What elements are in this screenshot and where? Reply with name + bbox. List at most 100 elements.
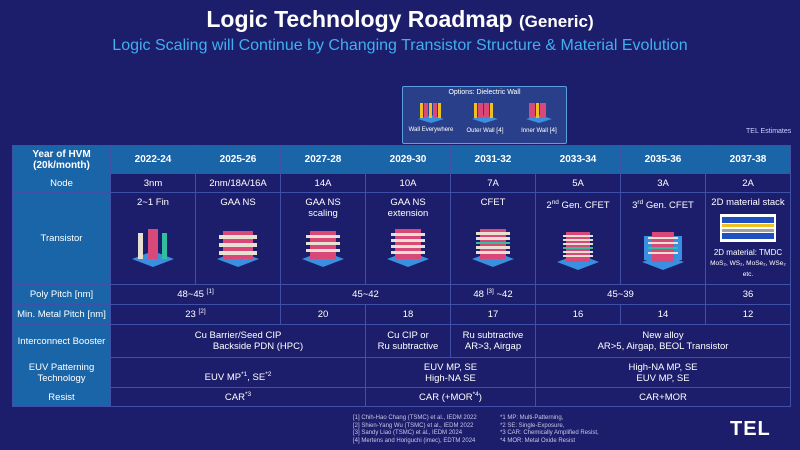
interconnect-cell: New alloy AR>5, Airgap, BEOL Transistor (535, 324, 791, 358)
node-cell: 7A (450, 173, 536, 193)
euv-cell: EUV MP*1, SE*2 (110, 357, 366, 388)
transistor-row: Transistor 2~1 Fin GAA NS GAA N (12, 192, 791, 285)
transistor-name: 2nd Gen. CFET (546, 199, 610, 212)
transistor-name-2 (451, 208, 535, 219)
option-label: Outer Wall (466, 128, 495, 134)
transistor-cell-gaa-ns: GAA NS (195, 192, 281, 285)
node-cell: 2nm/18A/16A (195, 173, 281, 193)
gaa-ns-device-icon (217, 231, 259, 267)
outer-wall-icon (472, 103, 498, 123)
resist-cell: CAR*3 (110, 387, 366, 407)
transistor-name: CFET (480, 197, 506, 208)
metal-pitch-cell: 12 (705, 304, 791, 325)
page-title: Logic Technology Roadmap (Generic) (0, 6, 800, 33)
node-cell: 5A (535, 173, 621, 193)
transistor-name: GAA NS (390, 197, 426, 208)
year-cell: 2035-36 (620, 145, 706, 174)
option-ref: [4] (549, 127, 557, 134)
cfet-3rd-gen-device-icon (642, 232, 684, 271)
reference-item: [1] Chih-Hao Chang (TSMC) et al., IEDM 2… (353, 415, 477, 421)
option-ref: [4] (496, 127, 504, 134)
poly-pitch-cell: 45~39 (535, 284, 706, 305)
tmdc-list: MoS₂, WS₂, MoSe₂, WSe₂ etc. (710, 260, 786, 278)
gaa-extension-device-icon (387, 229, 429, 267)
transistor-cell-2d-stack: 2D material stack 2D material: TMDC MoS₂… (705, 192, 791, 285)
year-row: Year of HVM (20k/month) 2022-24 2025-26 … (12, 145, 791, 174)
year-cell: 2025-26 (195, 145, 281, 174)
node-cell: 10A (365, 173, 451, 193)
cfet-2nd-gen-device-icon (557, 232, 599, 271)
transistor-name-2: extension (387, 208, 429, 219)
resist-cell: CAR (+MOR*4) (365, 387, 536, 407)
resist-label: Resist (12, 387, 111, 407)
resist-row: Resist CAR*3 CAR (+MOR*4) CAR+MOR (12, 387, 791, 407)
tel-logo: TEL (730, 418, 771, 440)
option-wall-everywhere: Wall Everywhere (405, 99, 457, 133)
reference-item: [2] Shien-Yang Wu (TSMC) et al., IEDM 20… (353, 422, 474, 429)
tmdc-label: 2D material: TMDC (713, 248, 783, 257)
transistor-name: 2~1 Fin (137, 197, 169, 208)
interconnect-row: Interconnect Booster Cu Barrier/Seed CIP… (12, 324, 791, 358)
transistor-name: GAA NS (220, 197, 256, 208)
metal-pitch-cell: 23 [2] (110, 304, 281, 325)
cfet-device-icon (472, 229, 514, 267)
node-cell: 14A (280, 173, 366, 193)
page-subtitle: Logic Scaling will Continue by Changing … (112, 37, 688, 54)
references-list: [1] Chih-Hao Chang (TSMC) et al., IEDM 2… (353, 415, 477, 445)
transistor-name-2: scaling (308, 208, 338, 219)
footnote-item: *2 SE: Single-Exposure, (500, 422, 565, 429)
footnote-item: *1 MP: Multi-Patterning, (500, 415, 564, 421)
euv-cell: EUV MP, SE High-NA SE (365, 357, 536, 388)
year-cell: 2027-28 (280, 145, 366, 174)
metal-pitch-cell: 16 (535, 304, 621, 325)
metal-pitch-cell: 18 (365, 304, 451, 325)
year-cell: 2031-32 (450, 145, 536, 174)
option-outer-wall: Outer Wall [4] (459, 99, 511, 134)
tel-estimates-note: TEL Estimates (746, 128, 792, 135)
2d-material-stack-icon (720, 214, 776, 242)
transistor-cell-cfet-3rd: 3rd Gen. CFET (620, 192, 706, 285)
year-cell: 2022-24 (110, 145, 196, 174)
title-suffix: (Generic) (519, 12, 594, 31)
reference-item: [3] Sandy Liao (TSMC) et al., IEDM 2024 (353, 430, 463, 436)
wall-everywhere-icon (418, 103, 444, 123)
transistor-cell-gaa-extension: GAA NS extension (365, 192, 451, 285)
year-label: Year of HVM (20k/month) (12, 145, 111, 174)
euv-label: EUV Patterning Technology (12, 357, 111, 388)
metal-pitch-cell: 14 (620, 304, 706, 325)
poly-pitch-cell: 45~42 (280, 284, 451, 305)
option-inner-wall: Inner Wall [4] (513, 99, 565, 134)
node-row: Node 3nm 2nm/18A/16A 14A 10A 7A 5A 3A 2A (12, 173, 791, 193)
euv-row: EUV Patterning Technology EUV MP*1, SE*2… (12, 357, 791, 388)
transistor-cell-cfet-2nd: 2nd Gen. CFET (535, 192, 621, 285)
metal-pitch-cell: 17 (450, 304, 536, 325)
poly-pitch-cell: 48 [3] ~42 (450, 284, 536, 305)
node-label: Node (12, 173, 111, 193)
transistor-name-2 (111, 208, 195, 219)
transistor-cell-fin: 2~1 Fin (110, 192, 196, 285)
interconnect-cell: Cu Barrier/Seed CIP Backside PDN (HPC) (110, 324, 366, 358)
transistor-label: Transistor (12, 192, 111, 285)
dielectric-wall-options: Options: Dielectric Wall Wall Everywhere… (402, 86, 567, 144)
footnote-item: *3 CAR: Chemically Amplified Resist, (500, 430, 599, 436)
euv-cell: High-NA MP, SE EUV MP, SE (535, 357, 791, 388)
transistor-cell-cfet: CFET (450, 192, 536, 285)
inner-wall-icon (526, 103, 552, 123)
year-cell: 2037-38 (705, 145, 791, 174)
option-label: Wall Everywhere (408, 127, 454, 133)
metal-pitch-cell: 20 (280, 304, 366, 325)
interconnect-cell: Ru subtractive AR>3, Airgap (450, 324, 536, 358)
finfet-device-icon (132, 229, 174, 267)
resist-cell: CAR+MOR (535, 387, 791, 407)
reference-item: [4] Mertens and Horiguchi (imec), EDTM 2… (353, 437, 476, 444)
transistor-name-2 (196, 208, 280, 219)
transistor-name: GAA NS (305, 197, 341, 208)
node-cell: 3A (620, 173, 706, 193)
footnotes-list: *1 MP: Multi-Patterning, *2 SE: Single-E… (500, 415, 599, 445)
node-cell: 2A (705, 173, 791, 193)
option-label: Inner Wall (521, 128, 548, 134)
year-cell: 2029-30 (365, 145, 451, 174)
transistor-name: 2D material stack (711, 197, 785, 208)
poly-pitch-cell: 36 (705, 284, 791, 305)
title-main: Logic Technology Roadmap (206, 6, 513, 32)
